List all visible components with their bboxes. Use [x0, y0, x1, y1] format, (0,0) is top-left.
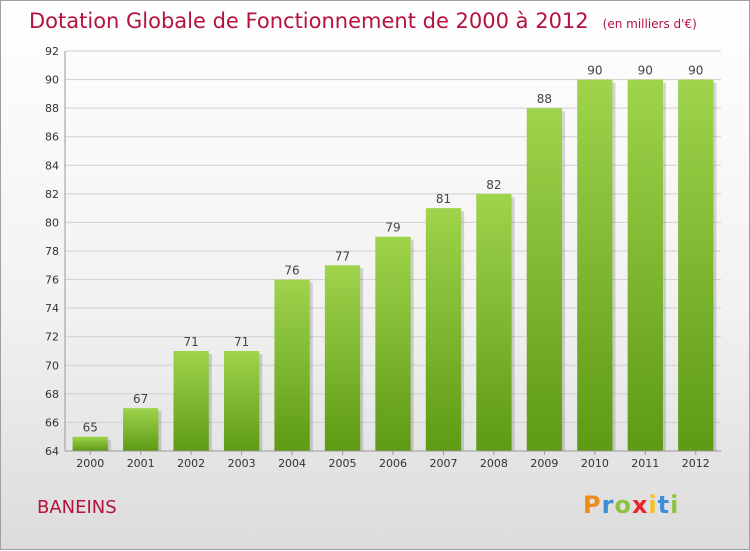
- bar: [577, 79, 613, 452]
- y-tick-label: 90: [45, 74, 59, 87]
- bar-value-label: 79: [385, 221, 400, 235]
- bar: [526, 108, 563, 452]
- x-tick-label: 2012: [682, 457, 710, 470]
- logo-letter: x: [631, 491, 649, 519]
- chart-unit: (en milliers d'€): [602, 17, 697, 31]
- x-tick-label: 2001: [127, 457, 155, 470]
- x-tick-label: 2000: [76, 457, 104, 470]
- logo-letter: t: [657, 491, 671, 519]
- proxiti-logo[interactable]: Proxiti: [583, 491, 679, 519]
- y-tick-label: 78: [45, 245, 59, 258]
- x-tick-label: 2003: [228, 457, 256, 470]
- bar: [274, 279, 310, 451]
- bar-value-label: 90: [587, 64, 602, 78]
- bar-value-label: 81: [436, 192, 451, 206]
- y-tick-label: 82: [45, 188, 59, 201]
- x-tick-label: 2008: [480, 457, 508, 470]
- x-tick-label: 2005: [329, 457, 357, 470]
- x-tick-label: 2007: [429, 457, 457, 470]
- logo-letter: i: [648, 491, 658, 519]
- logo-letter: i: [670, 491, 680, 519]
- bar: [324, 265, 361, 451]
- bar: [123, 408, 159, 451]
- logo-letter: r: [601, 491, 615, 519]
- logo-letter: P: [583, 491, 602, 519]
- bar-value-label: 90: [638, 64, 653, 78]
- x-tick-label: 2004: [278, 457, 306, 470]
- y-tick-label: 64: [45, 445, 59, 458]
- y-tick-label: 72: [45, 331, 59, 344]
- place-name: BANEINS: [37, 497, 117, 518]
- x-tick-label: 2002: [177, 457, 205, 470]
- bar: [173, 351, 209, 451]
- y-tick-label: 86: [45, 131, 59, 144]
- bar-value-label: 90: [688, 64, 703, 78]
- logo-letter: o: [614, 491, 632, 519]
- bar-value-label: 67: [133, 392, 148, 406]
- bar-value-label: 76: [284, 264, 299, 278]
- x-tick-label: 2006: [379, 457, 407, 470]
- x-tick-label: 2009: [530, 457, 558, 470]
- bar-value-label: 71: [234, 335, 249, 349]
- y-tick-label: 68: [45, 388, 59, 401]
- y-tick-label: 74: [45, 302, 59, 315]
- bar: [476, 193, 512, 451]
- bar: [627, 79, 663, 452]
- bar-value-label: 88: [537, 92, 552, 106]
- x-tick-label: 2011: [631, 457, 659, 470]
- y-tick-label: 76: [45, 274, 59, 287]
- y-tick-label: 80: [45, 216, 59, 229]
- bar: [425, 208, 462, 451]
- bar: [375, 236, 411, 451]
- bar-value-label: 65: [83, 421, 98, 435]
- bar-value-label: 82: [486, 178, 501, 192]
- y-tick-label: 88: [45, 102, 59, 115]
- y-tick-label: 92: [45, 45, 59, 58]
- y-tick-label: 70: [45, 359, 59, 372]
- chart-title-block: Dotation Globale de Fonctionnement de 20…: [29, 9, 697, 33]
- bar-value-label: 71: [184, 335, 199, 349]
- bar-value-label: 77: [335, 249, 350, 263]
- bars: 65 67 71 71 76 77 79 81 82 88 90 90 90: [72, 64, 717, 452]
- y-tick-label: 66: [45, 416, 59, 429]
- x-tick-label: 2010: [581, 457, 609, 470]
- axes: 64 66 68 70 72 74 76 78 80 82 84 86 88 90 92 2000 2001 20…: [45, 45, 721, 470]
- chart-title: Dotation Globale de Fonctionnement de 20…: [29, 9, 589, 33]
- bar: [223, 351, 260, 451]
- bar: [678, 79, 714, 452]
- bar: [72, 436, 108, 451]
- y-tick-label: 84: [45, 159, 59, 172]
